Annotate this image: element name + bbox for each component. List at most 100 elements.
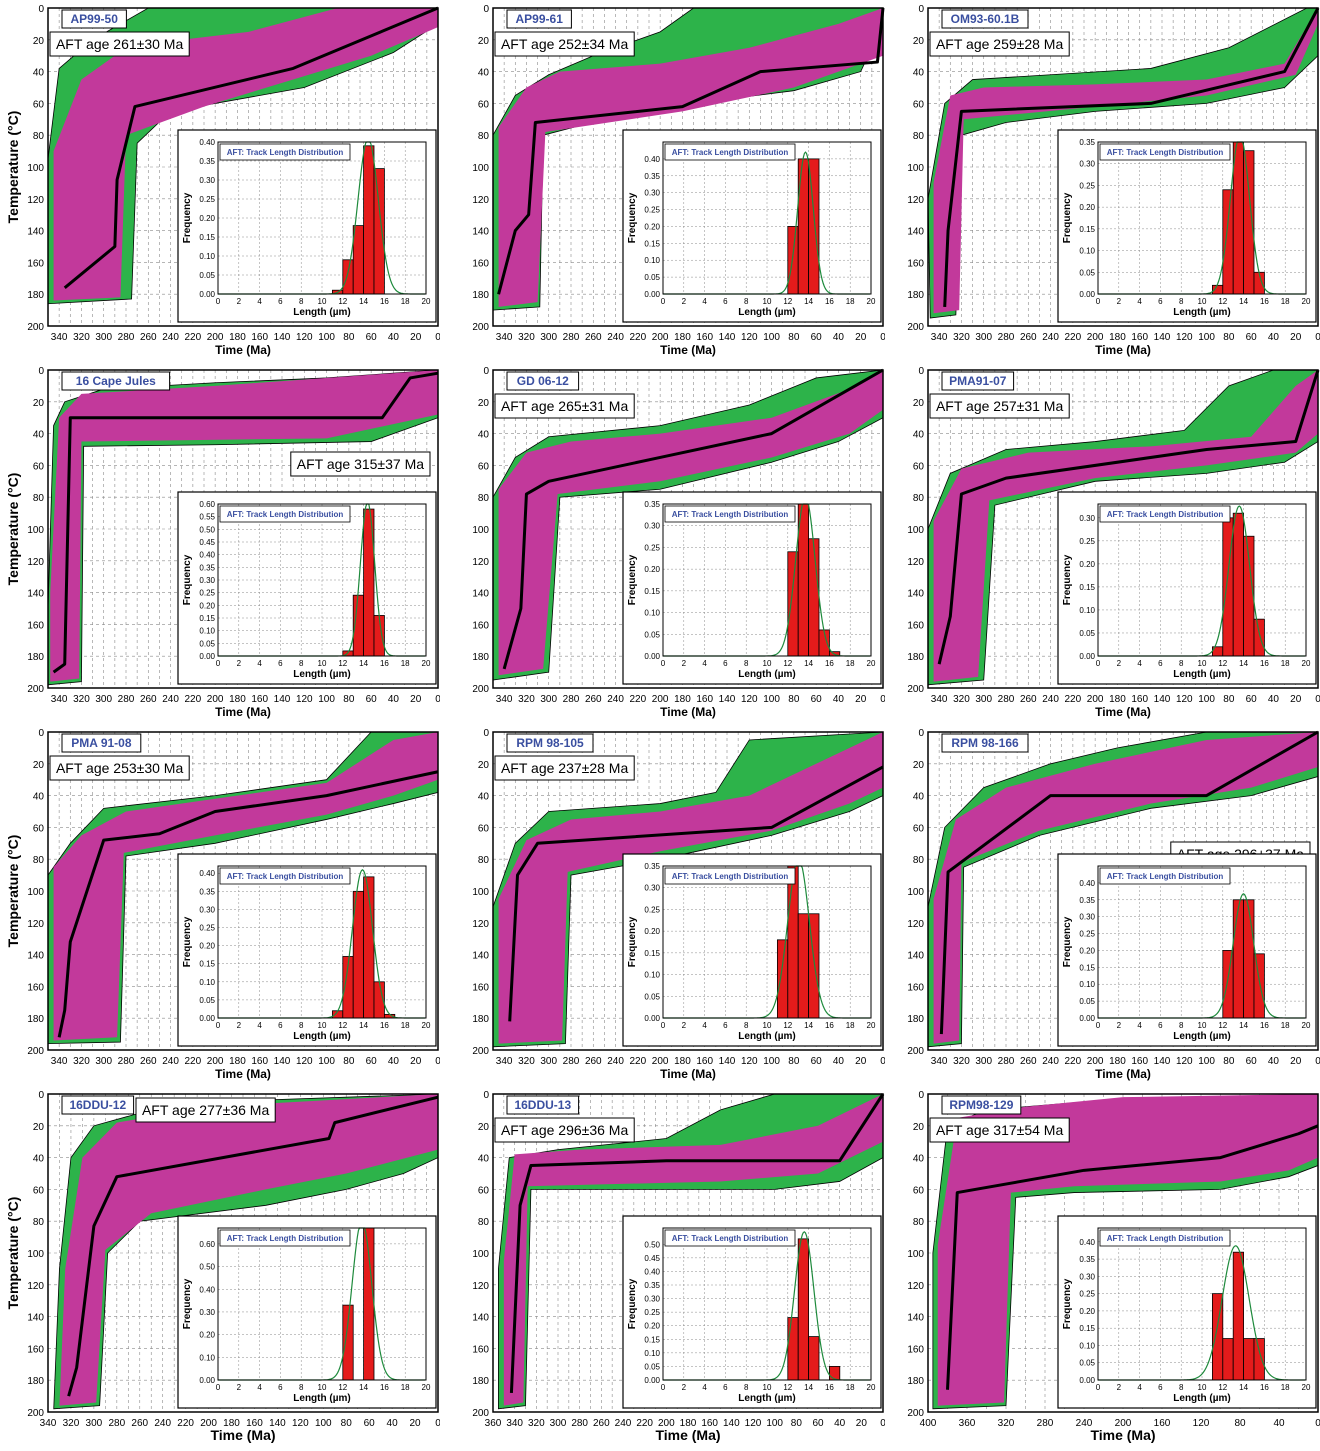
y-tick-label: 200 <box>907 684 924 695</box>
x-tick-label: 300 <box>86 1418 103 1429</box>
x-tick-label: 40 <box>388 1056 400 1067</box>
y-tick-label: 20 <box>478 760 490 771</box>
x-tick-label: 320 <box>73 1056 90 1067</box>
x-tick-label: 80 <box>791 1418 803 1429</box>
inset-frame <box>662 141 872 295</box>
inset-x-tick-label: 10 <box>1198 659 1207 668</box>
x-tick-label: 120 <box>741 1056 758 1067</box>
histogram-bar <box>342 259 354 295</box>
x-tick-label: 40 <box>834 1418 846 1429</box>
histogram-bar <box>342 1304 354 1381</box>
y-tick-label: 80 <box>913 493 925 504</box>
y-tick-label: 20 <box>478 36 490 47</box>
inset-x-tick-label: 2 <box>1117 1383 1122 1392</box>
inset-y-tick-label: 0.25 <box>199 589 215 598</box>
inset-y-tick-label: 0.10 <box>1079 1341 1095 1350</box>
x-tick-label: 300 <box>550 1418 567 1429</box>
x-tick-label: 120 <box>745 1418 762 1429</box>
x-tick-label: 200 <box>207 1056 224 1067</box>
inset-y-tick-label: 0.25 <box>1079 181 1095 190</box>
track-length-inset: AFT: Track Length Distribution 0 2 4 6 8 10 12 1… <box>177 491 437 685</box>
inset-x-tick-label: 2 <box>237 659 242 668</box>
inset-x-tick-label: 18 <box>846 1383 855 1392</box>
inset-x-tick-label: 0 <box>1096 659 1101 668</box>
inset-x-tick-label: 12 <box>1218 1021 1227 1030</box>
x-axis-label: Time (Ma) <box>660 343 716 357</box>
inset-y-tick-label: 0.35 <box>199 563 215 572</box>
track-length-inset: AFT: Track Length Distribution 0 2 4 6 8 10 12 1… <box>177 1215 437 1409</box>
y-tick-label: 180 <box>907 652 924 663</box>
y-tick-label: 160 <box>472 620 489 631</box>
x-tick-label: 340 <box>496 694 513 705</box>
x-tick-label: 360 <box>959 1418 976 1429</box>
x-tick-label: 60 <box>811 332 823 343</box>
inset-y-tick-label: 0.00 <box>644 290 660 299</box>
inset-y-tick-label: 0.10 <box>644 1349 660 1358</box>
acceptable-fit-envelope <box>50 370 438 682</box>
inset-x-tick-label: 0 <box>216 1383 221 1392</box>
y-tick-label: 140 <box>27 227 44 238</box>
inset-x-tick-label: 20 <box>422 659 431 668</box>
inset-x-tick-label: 2 <box>682 1383 687 1392</box>
y-tick-label: 80 <box>913 1217 925 1228</box>
inset-x-tick-label: 18 <box>846 1021 855 1030</box>
y-tick-label: 200 <box>27 322 44 333</box>
inset-x-tick-label: 12 <box>1218 297 1227 306</box>
y-tick-label: 160 <box>27 982 44 993</box>
svg-text:AP99-61: AP99-61 <box>516 12 564 26</box>
inset-y-tick-label: 0.40 <box>199 1285 215 1294</box>
y-tick-label: 180 <box>472 1014 489 1025</box>
y-tick-label: 120 <box>27 919 44 930</box>
y-tick-label: 40 <box>33 1154 45 1165</box>
y-tick-label: 180 <box>27 290 44 301</box>
x-tick-label: 40 <box>833 1056 845 1067</box>
svg-text:AFT age 315±37 Ma: AFT age 315±37 Ma <box>297 456 424 472</box>
inset-x-tick-label: 20 <box>867 1021 876 1030</box>
x-tick-label: 160 <box>1131 694 1148 705</box>
x-tick-label: 100 <box>1198 332 1215 343</box>
inset-title: AFT: Track Length Distribution <box>227 148 344 157</box>
x-axis-label: Time (Ma) <box>660 1067 716 1081</box>
inset-y-tick-label: 0.30 <box>199 576 215 585</box>
inset-title: AFT: Track Length Distribution <box>672 148 789 157</box>
histogram-bar <box>1232 512 1245 657</box>
inset-y-tick-label: 0.25 <box>644 543 660 552</box>
histogram-bar <box>1232 141 1245 295</box>
x-tick-label: 340 <box>931 332 948 343</box>
svg-text:16 Cape Jules: 16 Cape Jules <box>76 374 156 388</box>
y-tick-label: 120 <box>472 557 489 568</box>
inset-x-tick-label: 16 <box>380 1021 389 1030</box>
inset-y-tick-label: 0.20 <box>1079 1307 1095 1316</box>
inset-x-tick-label: 10 <box>318 659 327 668</box>
inset-x-tick-label: 8 <box>1179 1383 1184 1392</box>
x-tick-label: 300 <box>540 332 557 343</box>
inset-x-tick-label: 2 <box>237 297 242 306</box>
x-tick-label: 280 <box>118 694 135 705</box>
x-tick-label: 180 <box>674 694 691 705</box>
x-tick-label: 60 <box>811 694 823 705</box>
y-tick-label: 100 <box>907 887 924 898</box>
inset-x-tick-label: 2 <box>237 1383 242 1392</box>
svg-text:GD 06-12: GD 06-12 <box>517 374 569 388</box>
svg-text:AFT age 261±30 Ma: AFT age 261±30 Ma <box>56 36 183 52</box>
y-tick-label: 100 <box>27 163 44 174</box>
y-tick-label: 0 <box>38 1090 44 1101</box>
y-tick-label: 0 <box>483 366 489 377</box>
tt-panel-ap99-61: 0 20 40 60 80 100 120 140 160 180 200 340 320 300 280 2… <box>445 0 886 360</box>
acceptable-fit-envelope <box>53 8 438 301</box>
inset-x-tick-label: 14 <box>359 1021 368 1030</box>
plot-frame <box>47 731 439 1051</box>
y-tick-label: 0 <box>918 4 924 15</box>
best-fit-path <box>943 7 1320 307</box>
track-length-inset: AFT: Track Length Distribution 0 2 4 6 8 10 12 1… <box>622 853 882 1047</box>
inset-y-tick-label: 0.40 <box>1079 1238 1095 1247</box>
inset-title-box <box>664 505 796 523</box>
svg-text:OM93-60.1B: OM93-60.1B <box>951 12 1020 26</box>
x-tick-label: 220 <box>185 332 202 343</box>
inset-x-tick-label: 0 <box>661 1021 666 1030</box>
inset-y-label: Frequency <box>1062 554 1073 605</box>
x-tick-label: 120 <box>1176 1056 1193 1067</box>
x-tick-label: 0 <box>880 332 885 343</box>
y-tick-label: 40 <box>913 68 925 79</box>
